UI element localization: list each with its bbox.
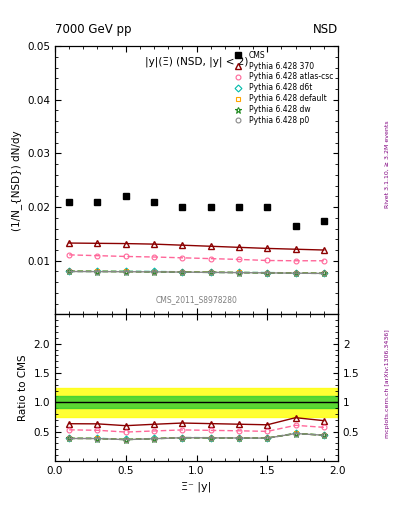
CMS: [152, 199, 156, 205]
Pythia 6.428 dw: [123, 269, 128, 275]
Pythia 6.428 p0: [208, 269, 213, 275]
Pythia 6.428 p0: [293, 270, 298, 276]
Pythia 6.428 dw: [321, 270, 326, 276]
Bar: [55, 396, 338, 408]
Pythia 6.428 dw: [95, 268, 100, 274]
Pythia 6.428 atlas-csc: [180, 255, 185, 261]
Pythia 6.428 atlas-csc: [321, 258, 326, 264]
Pythia 6.428 default: [180, 269, 185, 275]
Pythia 6.428 370: [208, 243, 213, 249]
Pythia 6.428 default: [67, 268, 72, 274]
Pythia 6.428 d6t: [237, 269, 241, 275]
Pythia 6.428 atlas-csc: [208, 255, 213, 262]
CMS: [123, 194, 128, 200]
Pythia 6.428 370: [321, 247, 326, 253]
Pythia 6.428 default: [321, 270, 326, 276]
Pythia 6.428 default: [293, 270, 298, 276]
Pythia 6.428 p0: [95, 268, 100, 274]
CMS: [237, 204, 241, 210]
Line: Pythia 6.428 p0: Pythia 6.428 p0: [67, 269, 326, 276]
Pythia 6.428 atlas-csc: [67, 252, 72, 258]
Pythia 6.428 d6t: [180, 269, 185, 275]
Pythia 6.428 atlas-csc: [95, 252, 100, 259]
Pythia 6.428 370: [265, 245, 270, 251]
Pythia 6.428 370: [237, 244, 241, 250]
Pythia 6.428 d6t: [152, 268, 156, 274]
CMS: [208, 204, 213, 210]
Pythia 6.428 p0: [67, 268, 72, 274]
CMS: [321, 218, 326, 224]
Line: Pythia 6.428 d6t: Pythia 6.428 d6t: [67, 268, 326, 275]
Line: Pythia 6.428 370: Pythia 6.428 370: [66, 240, 327, 253]
Pythia 6.428 d6t: [95, 268, 100, 274]
Pythia 6.428 p0: [321, 270, 326, 276]
Pythia 6.428 p0: [237, 269, 241, 275]
Text: Rivet 3.1.10, ≥ 3.2M events: Rivet 3.1.10, ≥ 3.2M events: [385, 120, 390, 208]
Pythia 6.428 dw: [265, 270, 270, 276]
Pythia 6.428 370: [123, 241, 128, 247]
CMS: [265, 204, 270, 210]
CMS: [293, 223, 298, 229]
Bar: [55, 388, 338, 417]
Pythia 6.428 370: [67, 240, 72, 246]
Pythia 6.428 default: [208, 269, 213, 275]
Pythia 6.428 dw: [293, 270, 298, 276]
Pythia 6.428 d6t: [67, 268, 72, 274]
Pythia 6.428 d6t: [208, 269, 213, 275]
Pythia 6.428 p0: [265, 270, 270, 276]
Pythia 6.428 default: [265, 270, 270, 276]
Pythia 6.428 atlas-csc: [123, 253, 128, 260]
Pythia 6.428 default: [152, 269, 156, 275]
Line: CMS: CMS: [66, 193, 327, 229]
Pythia 6.428 370: [180, 242, 185, 248]
Pythia 6.428 p0: [123, 269, 128, 275]
Pythia 6.428 370: [152, 241, 156, 247]
Line: Pythia 6.428 default: Pythia 6.428 default: [67, 269, 326, 275]
Pythia 6.428 dw: [152, 269, 156, 275]
Pythia 6.428 370: [95, 240, 100, 246]
Pythia 6.428 d6t: [123, 268, 128, 274]
Text: NSD: NSD: [313, 23, 338, 36]
Pythia 6.428 dw: [67, 268, 72, 274]
CMS: [180, 204, 185, 210]
Pythia 6.428 d6t: [265, 269, 270, 275]
CMS: [95, 199, 100, 205]
Pythia 6.428 atlas-csc: [265, 258, 270, 264]
Text: 7000 GeV pp: 7000 GeV pp: [55, 23, 132, 36]
Pythia 6.428 default: [95, 268, 100, 274]
Legend: CMS, Pythia 6.428 370, Pythia 6.428 atlas-csc, Pythia 6.428 d6t, Pythia 6.428 de: CMS, Pythia 6.428 370, Pythia 6.428 atla…: [229, 50, 334, 126]
Pythia 6.428 d6t: [293, 270, 298, 276]
Pythia 6.428 default: [123, 268, 128, 274]
Pythia 6.428 atlas-csc: [293, 258, 298, 264]
Text: mcplots.cern.ch [arXiv:1306.3436]: mcplots.cern.ch [arXiv:1306.3436]: [385, 330, 390, 438]
Pythia 6.428 default: [237, 269, 241, 275]
Text: CMS_2011_S8978280: CMS_2011_S8978280: [156, 295, 237, 304]
Pythia 6.428 p0: [180, 269, 185, 275]
CMS: [67, 199, 72, 205]
Pythia 6.428 atlas-csc: [237, 257, 241, 263]
Y-axis label: (1/N_{NSD}) dN/dy: (1/N_{NSD}) dN/dy: [11, 130, 22, 230]
Y-axis label: Ratio to CMS: Ratio to CMS: [18, 354, 28, 421]
Pythia 6.428 d6t: [321, 270, 326, 276]
Line: Pythia 6.428 dw: Pythia 6.428 dw: [66, 268, 327, 276]
X-axis label: Ξ⁻ |y|: Ξ⁻ |y|: [182, 481, 211, 492]
Pythia 6.428 p0: [152, 269, 156, 275]
Pythia 6.428 dw: [180, 269, 185, 275]
Text: |y|(Ξ) (NSD, |y| < 2): |y|(Ξ) (NSD, |y| < 2): [145, 57, 248, 67]
Line: Pythia 6.428 atlas-csc: Pythia 6.428 atlas-csc: [67, 252, 326, 263]
Pythia 6.428 dw: [237, 270, 241, 276]
Pythia 6.428 atlas-csc: [152, 254, 156, 260]
Pythia 6.428 dw: [208, 269, 213, 275]
Pythia 6.428 370: [293, 246, 298, 252]
